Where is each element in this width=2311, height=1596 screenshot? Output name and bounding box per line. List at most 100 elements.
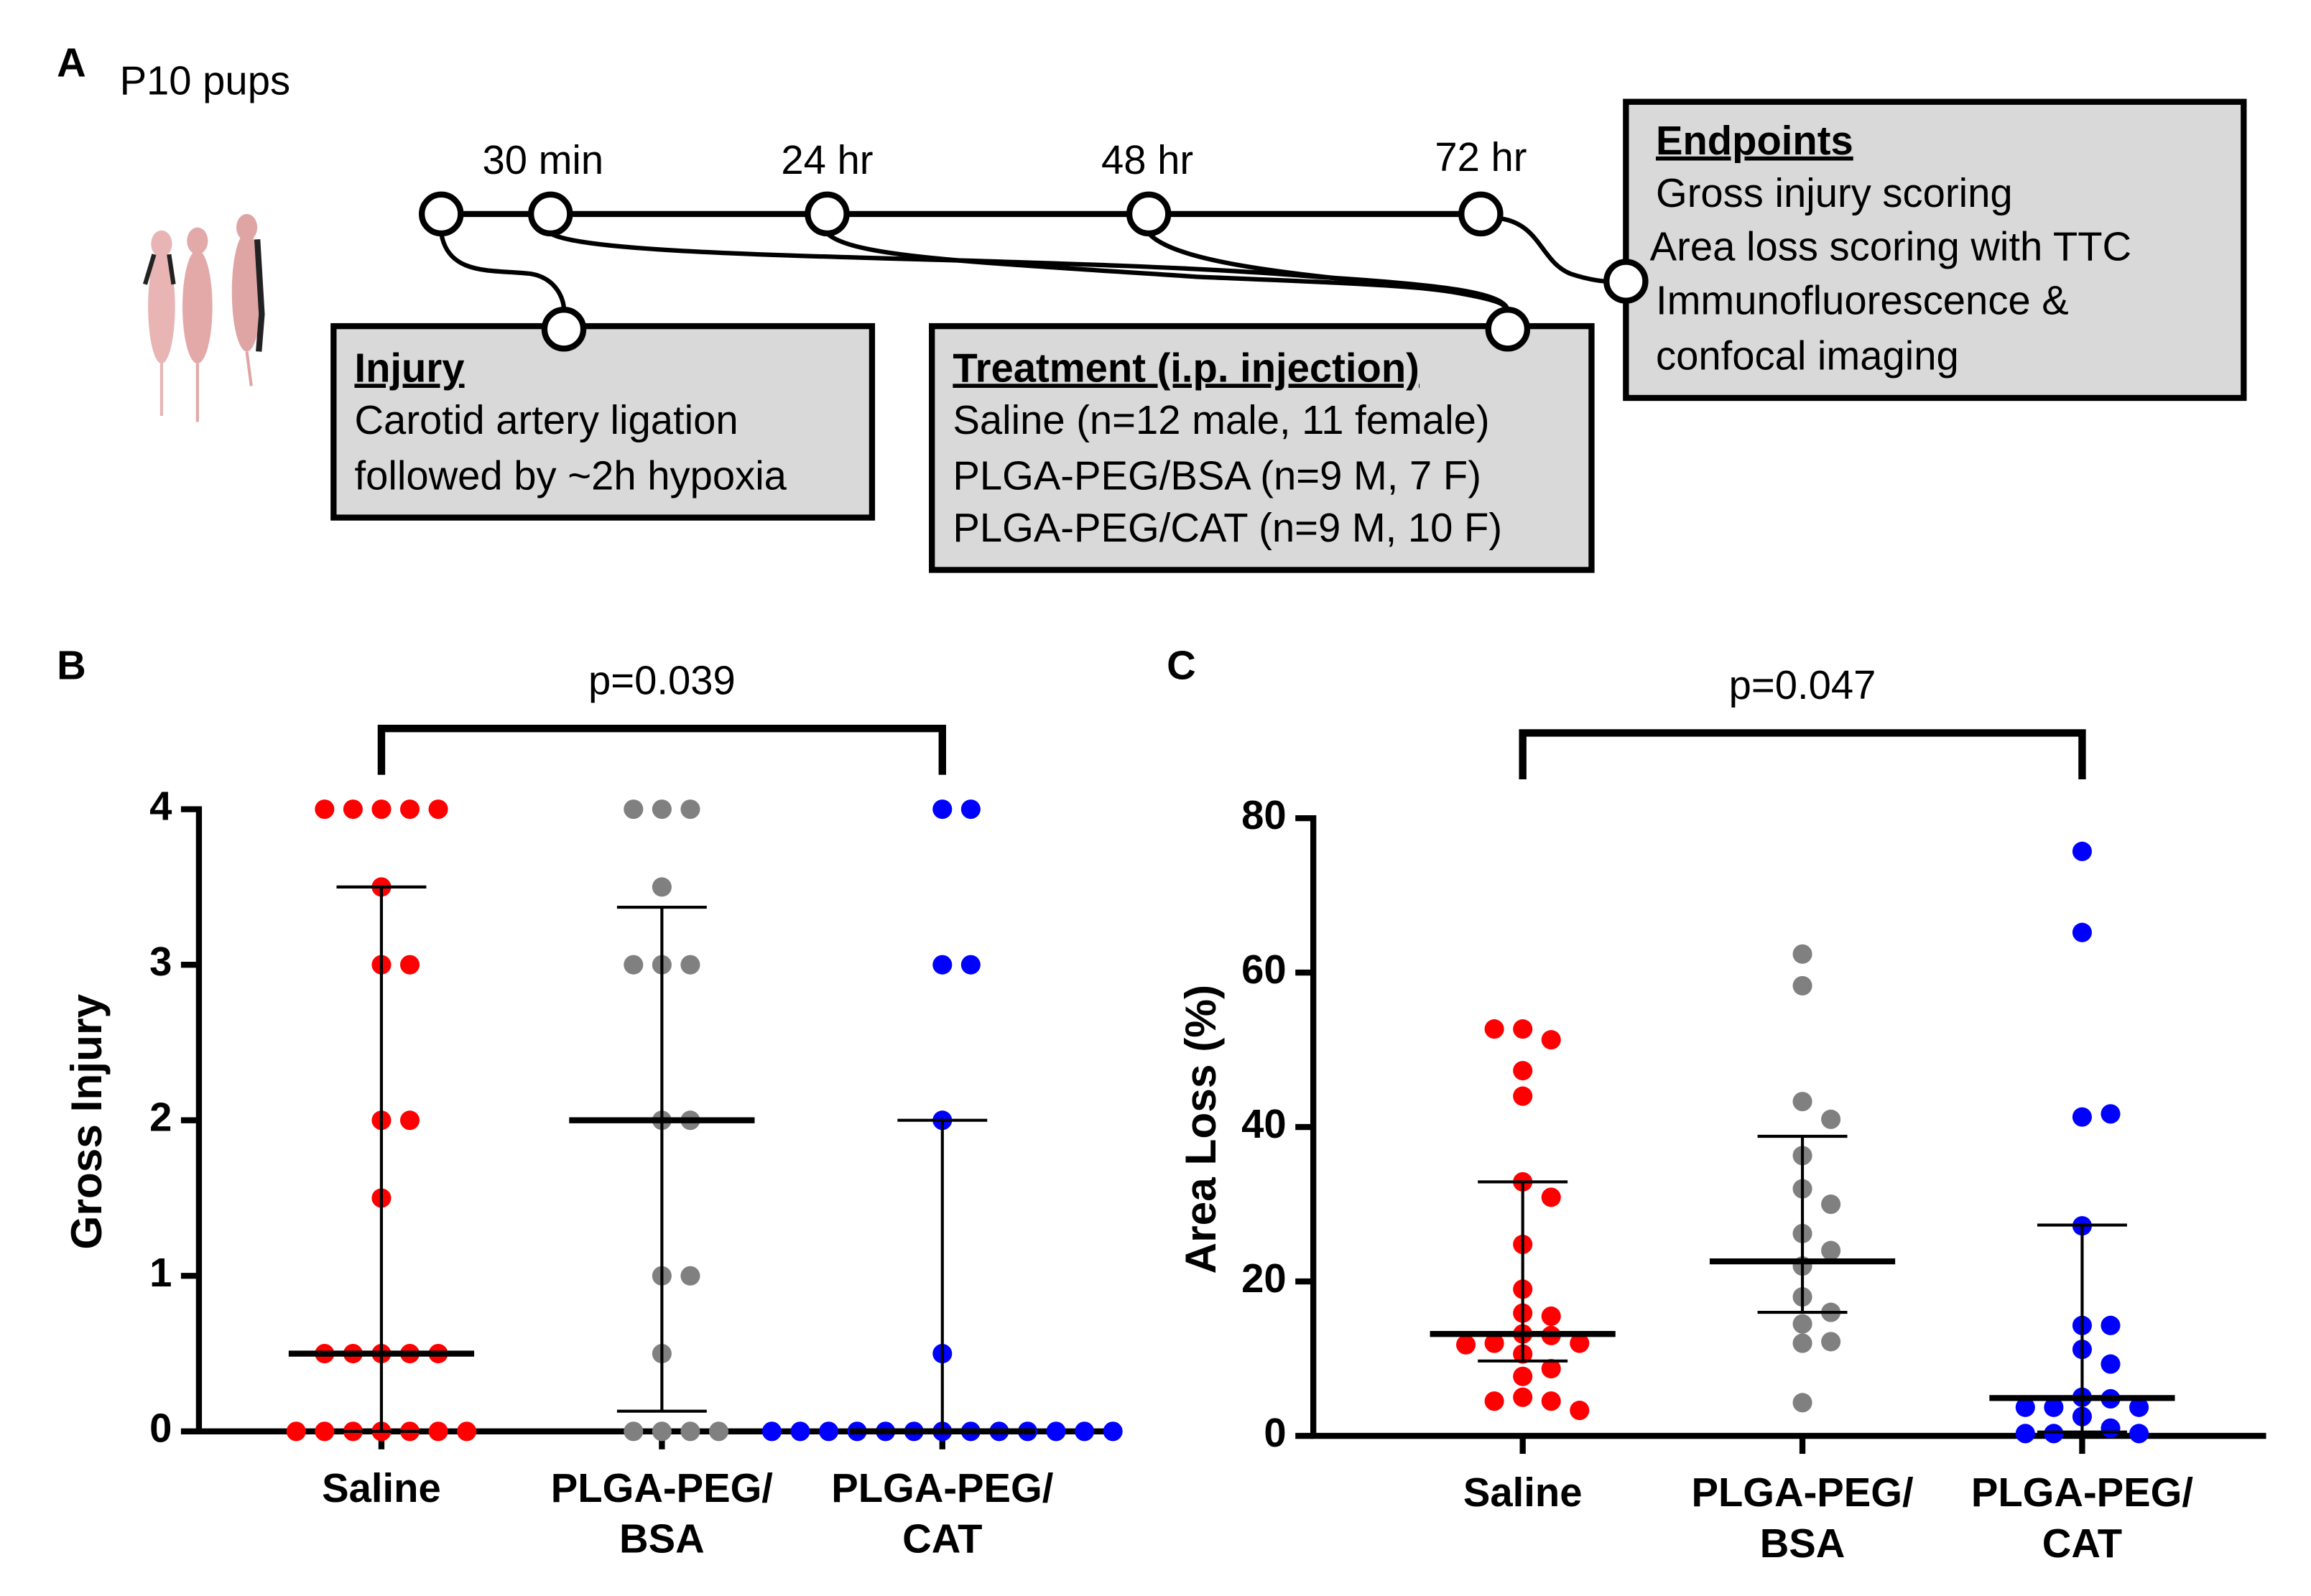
- data-point: [624, 955, 644, 975]
- connector: [439, 233, 567, 310]
- data-point: [1103, 1421, 1123, 1442]
- y-tick-label: 4: [149, 783, 172, 828]
- box-line: Carotid artery ligation: [354, 397, 738, 442]
- timepoint: 30 min: [482, 137, 603, 182]
- data-point: [652, 877, 672, 897]
- data-point: [1513, 1061, 1533, 1081]
- injury-box: [330, 323, 876, 521]
- annotation: p=0.039: [588, 658, 736, 703]
- data-point: [1792, 1314, 1812, 1334]
- x-tick-label: Saline: [1463, 1470, 1583, 1515]
- x-tick-label: PLGA-PEG/: [831, 1465, 1054, 1511]
- box-line: PLGA-PEG/BSA (n=9 M, 7 F): [953, 453, 1481, 498]
- data-point: [2101, 1315, 2121, 1335]
- data-point: [1792, 1393, 1812, 1413]
- data-point: [457, 1421, 477, 1442]
- data-point: [371, 799, 392, 820]
- data-point: [1484, 1333, 1504, 1353]
- box-line: Gross injury scoring: [1656, 170, 2013, 215]
- data-point: [428, 1421, 448, 1442]
- data-point: [1456, 1335, 1476, 1355]
- timepoint: 48 hr: [1101, 137, 1193, 182]
- box-line: PLGA-PEG/CAT (n=9 M, 10 F): [953, 505, 1502, 550]
- data-point: [624, 1421, 644, 1442]
- timepoint: 24 hr: [781, 137, 873, 182]
- box-title: Endpoints: [1656, 118, 1853, 163]
- endpoints-box: [1623, 98, 2247, 402]
- data-point: [399, 799, 420, 820]
- significance-bracket: [1519, 729, 2086, 779]
- data-point: [1541, 1187, 1561, 1207]
- data-point: [2072, 841, 2092, 861]
- data-point: [1541, 1359, 1561, 1379]
- y-tick-label: 2: [149, 1095, 172, 1140]
- data-point: [1046, 1421, 1066, 1442]
- data-point: [1541, 1030, 1561, 1050]
- data-point: [399, 1110, 420, 1131]
- box-line: Immunofluorescence &: [1656, 278, 2069, 323]
- y-tick-label: 80: [1241, 792, 1287, 838]
- data-point: [1513, 1366, 1533, 1386]
- data-point: [2044, 1424, 2064, 1444]
- x-tick-label: CAT: [2042, 1521, 2122, 1566]
- x-tick-label: Saline: [322, 1465, 441, 1511]
- data-point: [2072, 922, 2092, 942]
- data-point: [790, 1421, 810, 1442]
- panel-label: A: [57, 40, 86, 85]
- data-point: [428, 799, 448, 820]
- x-tick-label: CAT: [902, 1516, 982, 1562]
- data-point: [960, 799, 981, 820]
- mice-icon: [142, 213, 265, 422]
- x-tick-label: BSA: [619, 1516, 705, 1562]
- data-point: [1570, 1401, 1590, 1421]
- data-point: [315, 799, 335, 820]
- data-point: [1513, 1387, 1533, 1407]
- data-point: [960, 955, 981, 975]
- data-point: [708, 1421, 729, 1442]
- box-title: Injury: [354, 345, 464, 390]
- data-point: [680, 1421, 700, 1442]
- data-point: [1075, 1421, 1095, 1442]
- box-line: followed by ~2h hypoxia: [354, 453, 787, 498]
- data-point: [1484, 1019, 1504, 1039]
- data-point: [652, 1421, 672, 1442]
- data-point: [2129, 1397, 2149, 1417]
- box-title: Treatment (i.p. injection): [953, 345, 1420, 390]
- connector: [1499, 216, 1607, 284]
- data-point: [1792, 975, 1812, 996]
- x-tick-label: BSA: [1760, 1521, 1845, 1566]
- data-point: [652, 799, 672, 820]
- y-axis-label: Gross Injury: [62, 994, 111, 1250]
- data-point: [680, 799, 700, 820]
- data-point: [315, 1421, 335, 1442]
- data-point: [819, 1421, 839, 1442]
- x-tick-label: PLGA-PEG/: [551, 1465, 774, 1511]
- data-point: [680, 1266, 700, 1286]
- x-tick-label: PLGA-PEG/: [1971, 1470, 2194, 1515]
- data-point: [1513, 1086, 1533, 1106]
- data-point: [2101, 1418, 2121, 1438]
- annotation: p=0.047: [1729, 662, 1876, 707]
- data-point: [680, 955, 700, 975]
- data-point: [2101, 1354, 2121, 1374]
- box-line: confocal imaging: [1656, 333, 1959, 379]
- data-point: [1821, 1194, 1841, 1215]
- data-point: [932, 799, 953, 820]
- timeline-nodes: [419, 191, 1649, 352]
- data-point: [624, 799, 644, 820]
- data-point: [343, 799, 363, 820]
- data-point: [286, 1421, 306, 1442]
- data-point: [761, 1421, 782, 1442]
- y-tick-label: 1: [149, 1250, 172, 1295]
- data-point: [2101, 1104, 2121, 1124]
- data-point: [1484, 1391, 1504, 1411]
- y-tick-label: 0: [149, 1406, 172, 1451]
- data-point: [932, 955, 953, 975]
- y-tick-label: 60: [1241, 947, 1287, 992]
- data-point: [1541, 1306, 1561, 1326]
- data-point: [1541, 1391, 1561, 1411]
- data-point: [2044, 1397, 2064, 1417]
- y-axis-label: Area Loss (%): [1176, 985, 1225, 1274]
